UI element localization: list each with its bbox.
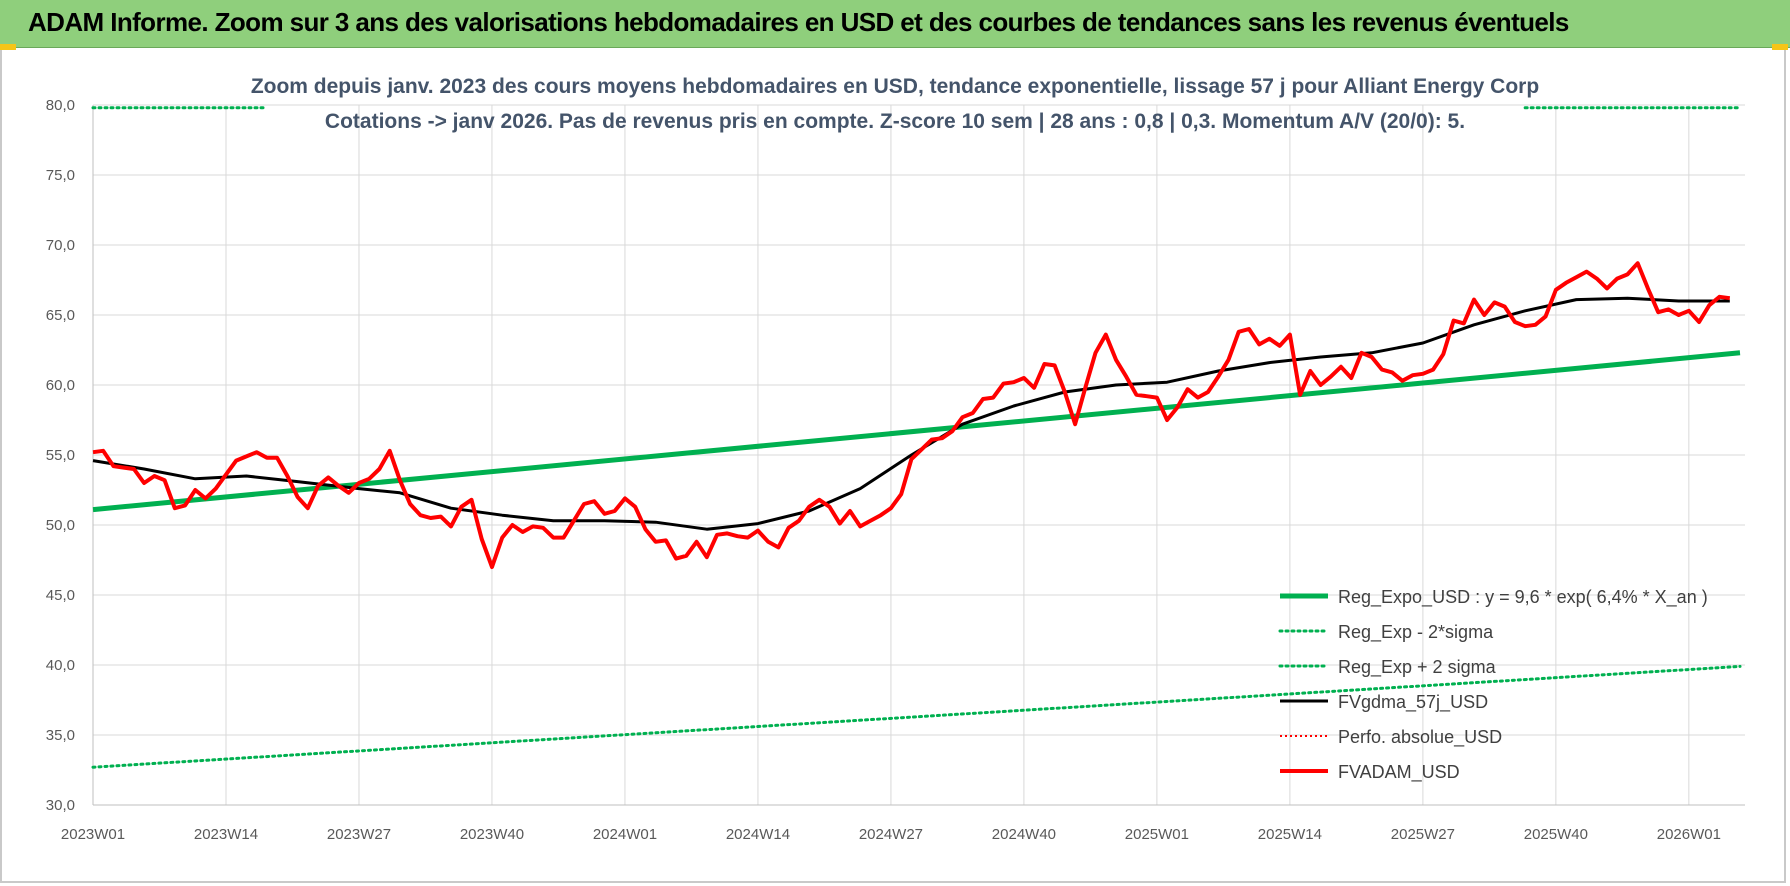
series-layer: [91, 106, 1742, 769]
report-title: ADAM Informe. Zoom sur 3 ans des valoris…: [28, 7, 1569, 37]
x-tick-label: 2025W27: [1391, 826, 1455, 843]
series-reg-exp-2-sigma: [91, 664, 1742, 769]
legend-label: FVgdma_57j_USD: [1338, 692, 1488, 713]
x-tick-label: 2025W40: [1524, 826, 1588, 843]
legend-label: Reg_Exp + 2 sigma: [1338, 657, 1497, 678]
x-tick-label: 2024W01: [593, 826, 657, 843]
x-tick-label: 2023W27: [327, 826, 391, 843]
series-reg-expo-usd-y-9-6-exp-6-4-x-a: [92, 350, 1741, 513]
x-tick-label: 2023W40: [460, 826, 524, 843]
corner-marker-right: [1772, 44, 1788, 50]
grid-lines: [92, 104, 1745, 806]
y-tick-label: 35,0: [46, 727, 75, 744]
y-tick-label: 65,0: [46, 307, 75, 324]
chart-legend: Reg_Expo_USD : y = 9,6 * exp( 6,4% * X_a…: [1278, 587, 1708, 783]
y-tick-label: 55,0: [46, 447, 75, 464]
y-tick-label: 75,0: [46, 167, 75, 184]
series-fvadam-usd: [92, 261, 1731, 569]
series-fvgdma-57j-usd: [92, 296, 1730, 531]
chart-subtitle-line2: Cotations -> janv 2026. Pas de revenus p…: [325, 110, 1465, 133]
report-banner: ADAM Informe. Zoom sur 3 ans des valoris…: [0, 0, 1790, 48]
x-tick-label: 2024W40: [992, 826, 1056, 843]
x-tick-label: 2025W14: [1258, 826, 1322, 843]
y-tick-label: 30,0: [46, 797, 75, 814]
axes: 30,0 35,0 40,0 45,0 50,0 55,0 60,0 65,0 70,0 75,0…: [46, 97, 1745, 843]
chart-frame: [0, 48, 1786, 883]
x-tick-label: 2023W01: [61, 826, 125, 843]
x-tick-label: 2024W27: [859, 826, 923, 843]
legend-label: Reg_Exp - 2*sigma: [1338, 622, 1494, 643]
legend-label: Reg_Expo_USD : y = 9,6 * exp( 6,4% * X_a…: [1338, 587, 1708, 608]
y-tick-label: 45,0: [46, 587, 75, 604]
y-tick-label: 80,0: [46, 97, 75, 114]
y-tick-label: 40,0: [46, 657, 75, 674]
corner-marker-left: [0, 44, 16, 50]
x-tick-label: 2023W14: [194, 826, 258, 843]
chart-subtitle-line1: Zoom depuis janv. 2023 des cours moyens …: [251, 75, 1539, 98]
x-tick-label: 2026W01: [1657, 826, 1721, 843]
y-tick-label: 50,0: [46, 517, 75, 534]
y-tick-label: 60,0: [46, 377, 75, 394]
x-tick-label: 2024W14: [726, 826, 790, 843]
y-tick-label: 70,0: [46, 237, 75, 254]
legend-label: Perfo. absolue_USD: [1338, 727, 1502, 748]
legend-label: FVADAM_USD: [1338, 762, 1460, 783]
x-tick-label: 2025W01: [1125, 826, 1189, 843]
